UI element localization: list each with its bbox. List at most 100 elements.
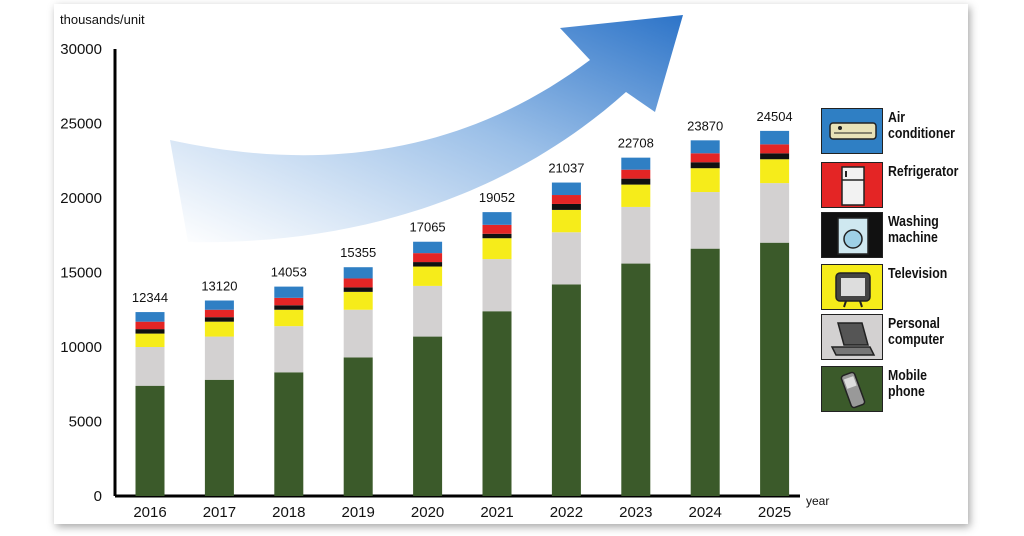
legend-item: Refrigerator [821, 162, 971, 208]
bar-segment-mobile-phone [690, 248, 720, 496]
bar-segment-air-conditioner [413, 241, 443, 254]
air-conditioner-icon [821, 108, 883, 154]
bar-segment-air-conditioner [760, 130, 790, 145]
bar-segment-television [274, 309, 304, 327]
bar-segment-washing-machine [551, 203, 581, 210]
bar-segment-personal-computer [551, 232, 581, 285]
bar-segment-refrigerator [482, 224, 512, 234]
x-tick-label: 2020 [411, 504, 444, 521]
bar-segment-washing-machine [343, 287, 373, 292]
bar-segment-television [690, 168, 720, 193]
x-tick-label: 2017 [203, 504, 236, 521]
bar-segment-air-conditioner [135, 312, 165, 322]
bar-segment-washing-machine [760, 153, 790, 160]
bar-segment-television [760, 159, 790, 184]
bar-segment-mobile-phone [482, 311, 512, 496]
washing-machine-icon [821, 212, 883, 258]
y-tick-label: 20000 [60, 190, 102, 207]
x-tick-label: 2023 [619, 504, 652, 521]
bar-segment-personal-computer [343, 309, 373, 358]
bar-segment-washing-machine [204, 317, 234, 322]
bar-segment-refrigerator [135, 321, 165, 330]
y-tick-label: 25000 [60, 116, 102, 133]
total-label: 12344 [132, 290, 168, 305]
bar-segment-air-conditioner [274, 286, 304, 298]
bar-segment-personal-computer [274, 326, 304, 373]
bar-segment-mobile-phone [204, 379, 234, 496]
bar-segment-refrigerator [274, 297, 304, 306]
bar-segment-refrigerator [413, 253, 443, 263]
bar-segment-air-conditioner [343, 267, 373, 279]
personal-computer-icon [821, 314, 883, 360]
total-label: 24504 [757, 109, 793, 124]
bar-segment-personal-computer [760, 183, 790, 243]
bar-segment-refrigerator [551, 195, 581, 204]
bar-segment-air-conditioner [621, 157, 651, 170]
x-tick-label: 2025 [758, 504, 791, 521]
legend-item: Personal computer [821, 314, 971, 360]
x-axis-unit-label: year [806, 494, 829, 508]
y-tick-label: 5000 [69, 414, 102, 431]
bar-segment-refrigerator [690, 153, 720, 163]
total-label: 23870 [687, 118, 723, 133]
legend-label: Refrigerator [888, 163, 959, 180]
x-tick-label: 2021 [480, 504, 513, 521]
legend-item: Washing machine [821, 212, 971, 258]
legend-item: Mobile phone [821, 366, 971, 412]
total-label: 21037 [548, 161, 584, 176]
trend-arrow-icon [170, 15, 683, 243]
y-tick-label: 10000 [60, 339, 102, 356]
bar-segment-personal-computer [621, 206, 651, 264]
bar-segment-washing-machine [690, 162, 720, 169]
bar-segment-air-conditioner [482, 212, 512, 225]
bar-segment-air-conditioner [551, 182, 581, 196]
bar-segment-television [621, 184, 651, 207]
bar-segment-personal-computer [413, 285, 443, 337]
bar-segment-personal-computer [690, 192, 720, 249]
bar-segment-mobile-phone [551, 284, 581, 496]
x-tick-label: 2022 [550, 504, 583, 521]
total-label: 14053 [271, 265, 307, 280]
mobile-phone-icon [821, 366, 883, 412]
x-tick-label: 2019 [342, 504, 375, 521]
bar-segment-personal-computer [204, 336, 234, 380]
bar-segment-washing-machine [413, 262, 443, 267]
x-tick-label: 2018 [272, 504, 305, 521]
y-tick-label: 30000 [60, 41, 102, 58]
total-label: 22708 [618, 136, 654, 151]
bar-segment-mobile-phone [135, 385, 165, 496]
bar-segment-washing-machine [621, 178, 651, 185]
legend-item: Air conditioner [821, 108, 971, 154]
bar-segment-television [551, 209, 581, 233]
bar-segment-refrigerator [343, 278, 373, 288]
total-label: 13120 [201, 279, 237, 294]
y-axis-unit-label: thousands/unit [60, 12, 145, 27]
refrigerator-icon [821, 162, 883, 208]
bar-segment-television [413, 266, 443, 286]
bar-segment-mobile-phone [274, 372, 304, 496]
y-tick-label: 15000 [60, 265, 102, 282]
x-tick-label: 2024 [689, 504, 722, 521]
legend-label: Air conditioner [888, 109, 955, 142]
bar-segment-washing-machine [135, 329, 165, 334]
bar-segment-air-conditioner [204, 300, 234, 310]
total-label: 17065 [410, 220, 446, 235]
total-label: 15355 [340, 245, 376, 260]
data-labels: 12344 2016 13120 2017 14053 2018 15355 2019 1706… [132, 109, 793, 521]
bars [135, 130, 790, 496]
bar-segment-mobile-phone [413, 336, 443, 496]
bar-segment-television [343, 291, 373, 310]
bar-segment-personal-computer [135, 347, 165, 386]
bar-segment-mobile-phone [760, 242, 790, 496]
bar-segment-refrigerator [204, 309, 234, 318]
bar-segment-personal-computer [482, 259, 512, 312]
legend-label: Washing machine [888, 213, 939, 246]
legend-item: Television [821, 264, 971, 310]
y-tick-label: 0 [94, 488, 102, 505]
bar-segment-refrigerator [760, 144, 790, 154]
television-icon [821, 264, 883, 310]
legend-label: Mobile phone [888, 367, 927, 400]
bar-segment-television [135, 333, 165, 347]
bar-segment-mobile-phone [621, 263, 651, 496]
legend-label: Personal computer [888, 315, 945, 348]
